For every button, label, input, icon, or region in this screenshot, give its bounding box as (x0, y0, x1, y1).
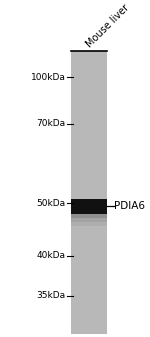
Text: 40kDa: 40kDa (36, 251, 65, 260)
Text: 50kDa: 50kDa (36, 199, 65, 208)
Text: Mouse liver: Mouse liver (85, 3, 131, 50)
Bar (71, 214, 107, 218)
Bar (71, 222, 107, 226)
Bar (71, 218, 107, 222)
Text: PDIA6: PDIA6 (114, 202, 145, 212)
Text: 70kDa: 70kDa (36, 119, 65, 128)
Bar (71, 199, 107, 214)
Text: 35kDa: 35kDa (36, 291, 65, 300)
Text: 100kDa: 100kDa (31, 73, 65, 82)
Bar (71, 51, 107, 334)
